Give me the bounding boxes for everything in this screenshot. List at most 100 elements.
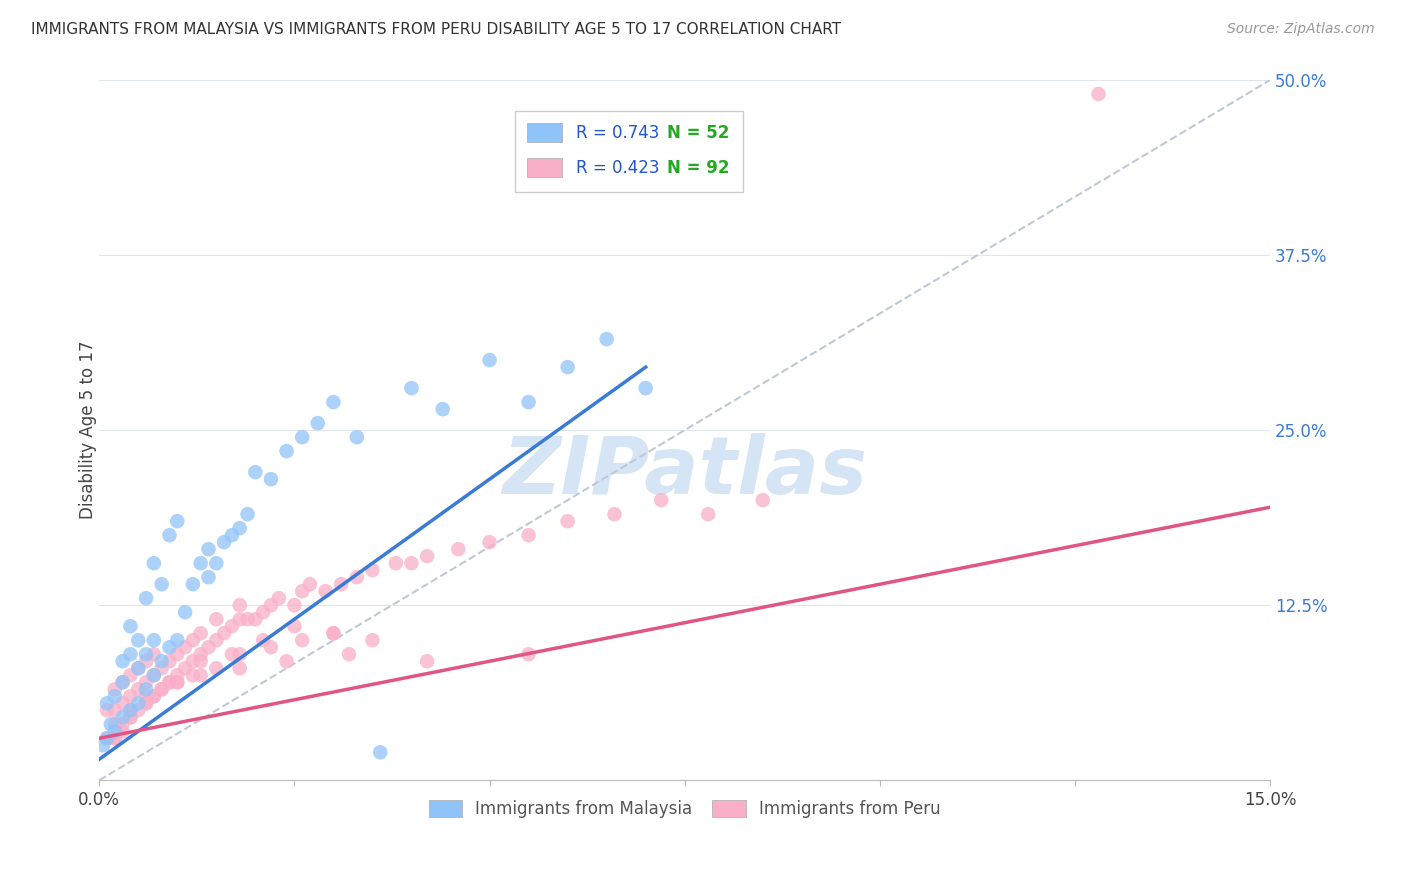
Point	[104, 703, 127, 717]
Point	[361, 633, 384, 648]
Point	[346, 430, 368, 444]
Point	[517, 528, 540, 542]
Point	[181, 577, 204, 591]
FancyBboxPatch shape	[515, 112, 744, 192]
Point	[159, 675, 181, 690]
Point	[166, 675, 188, 690]
Point	[229, 647, 252, 661]
Point	[291, 584, 314, 599]
Point	[111, 654, 134, 668]
Point	[120, 619, 142, 633]
Point	[276, 654, 298, 668]
Point	[650, 493, 672, 508]
Point	[197, 570, 219, 584]
Point	[236, 507, 259, 521]
Point	[142, 668, 165, 682]
Text: N = 92: N = 92	[668, 159, 730, 177]
Point	[447, 542, 470, 557]
Point	[104, 724, 127, 739]
Point	[260, 472, 283, 486]
Point	[291, 430, 314, 444]
Point	[111, 710, 134, 724]
Point	[267, 591, 290, 606]
Point	[127, 661, 149, 675]
Point	[229, 661, 252, 675]
Point	[142, 690, 165, 704]
Point	[322, 395, 344, 409]
Point	[517, 647, 540, 661]
Point	[181, 654, 204, 668]
Point	[315, 584, 337, 599]
Point	[221, 528, 243, 542]
Point	[135, 696, 157, 710]
Point	[245, 465, 267, 479]
Point	[276, 444, 298, 458]
Point	[159, 654, 181, 668]
Point	[166, 633, 188, 648]
Point	[401, 556, 423, 570]
Point	[346, 570, 368, 584]
Point	[174, 640, 197, 655]
Point	[517, 395, 540, 409]
Point	[166, 647, 188, 661]
Point	[104, 690, 127, 704]
Point	[111, 717, 134, 731]
Point	[159, 528, 181, 542]
Point	[150, 661, 173, 675]
Text: Source: ZipAtlas.com: Source: ZipAtlas.com	[1227, 22, 1375, 37]
Point	[634, 381, 657, 395]
Point	[252, 633, 274, 648]
Point	[368, 745, 391, 759]
Point	[252, 605, 274, 619]
Legend: Immigrants from Malaysia, Immigrants from Peru: Immigrants from Malaysia, Immigrants fro…	[422, 793, 948, 824]
Y-axis label: Disability Age 5 to 17: Disability Age 5 to 17	[79, 341, 97, 519]
Point	[142, 556, 165, 570]
Text: R = 0.423: R = 0.423	[576, 159, 659, 177]
Point	[557, 360, 579, 375]
Point	[205, 612, 228, 626]
Point	[135, 675, 157, 690]
Point	[385, 556, 408, 570]
Point	[557, 514, 579, 528]
Point	[127, 682, 149, 697]
Point	[120, 647, 142, 661]
Text: IMMIGRANTS FROM MALAYSIA VS IMMIGRANTS FROM PERU DISABILITY AGE 5 TO 17 CORRELAT: IMMIGRANTS FROM MALAYSIA VS IMMIGRANTS F…	[31, 22, 841, 37]
Point	[174, 661, 197, 675]
Point	[96, 731, 118, 746]
Point	[181, 668, 204, 682]
Point	[283, 619, 305, 633]
Point	[142, 647, 165, 661]
Point	[142, 633, 165, 648]
Point	[120, 710, 142, 724]
Point	[603, 507, 626, 521]
Point	[120, 710, 142, 724]
Point	[361, 563, 384, 577]
Point	[221, 619, 243, 633]
Point	[416, 549, 439, 564]
Point	[120, 703, 142, 717]
Point	[135, 647, 157, 661]
Point	[190, 556, 212, 570]
Point	[283, 598, 305, 612]
Point	[322, 626, 344, 640]
Point	[181, 633, 204, 648]
Point	[245, 612, 267, 626]
Point	[330, 577, 353, 591]
Point	[229, 612, 252, 626]
Point	[111, 675, 134, 690]
Point	[159, 675, 181, 690]
Point	[205, 556, 228, 570]
Point	[1087, 87, 1109, 101]
Text: ZIPatlas: ZIPatlas	[502, 434, 868, 511]
Point	[307, 416, 329, 430]
Text: R = 0.743: R = 0.743	[576, 123, 659, 142]
Point	[595, 332, 617, 346]
Point	[174, 605, 197, 619]
Point	[104, 682, 127, 697]
Point	[135, 654, 157, 668]
FancyBboxPatch shape	[527, 158, 562, 178]
Point	[260, 598, 283, 612]
Point	[135, 682, 157, 697]
Point	[291, 633, 314, 648]
Point	[100, 717, 122, 731]
